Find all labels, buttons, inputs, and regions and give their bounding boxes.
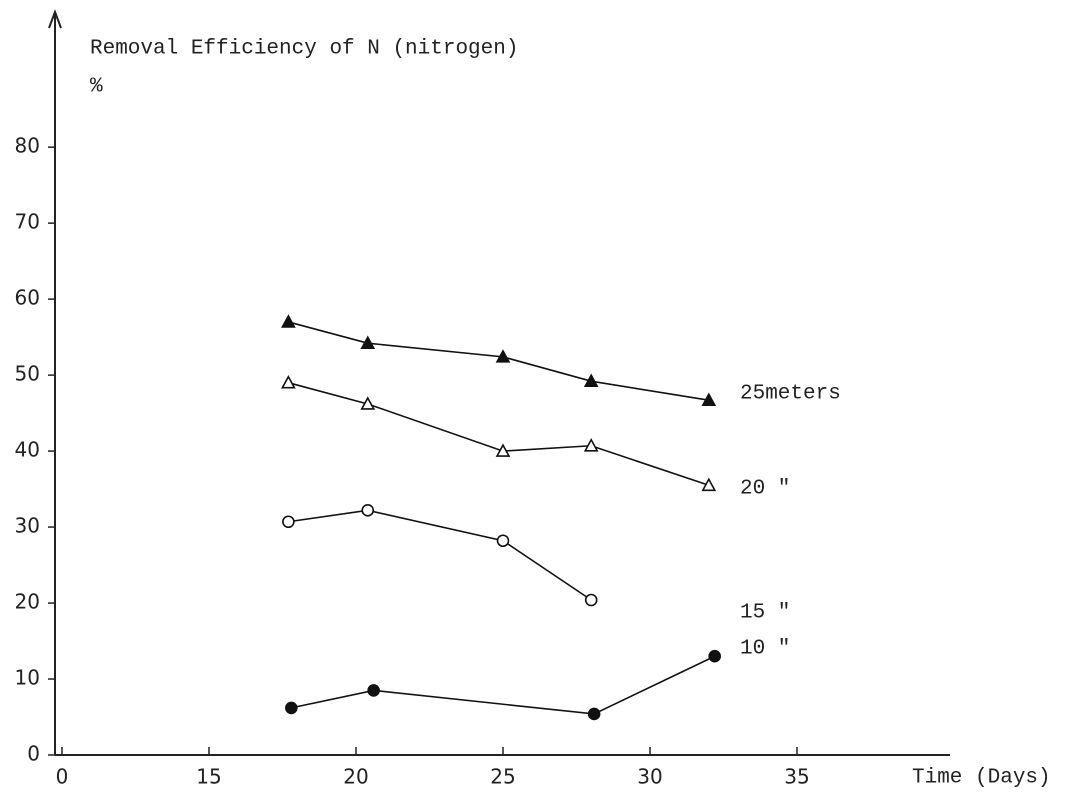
marker — [282, 515, 295, 529]
marker — [701, 392, 717, 406]
legend-label: 25meters — [740, 383, 841, 406]
y-tick-label: 20 — [15, 590, 40, 614]
marker — [583, 438, 599, 452]
y-axis-label: % — [90, 76, 103, 99]
y-axis-arrow — [48, 9, 62, 29]
y-tick-label: 60 — [15, 286, 40, 310]
y-tick-label: 80 — [15, 134, 40, 158]
y-tick-label: 70 — [15, 210, 40, 234]
series-line — [291, 655, 716, 715]
marker — [360, 335, 376, 349]
y-tick-label: 40 — [15, 438, 40, 462]
y-tick-label: 50 — [15, 362, 40, 386]
legend-label: 15 " — [740, 602, 790, 625]
marker — [496, 534, 510, 548]
legend-label: 20 " — [740, 478, 790, 501]
marker — [584, 593, 598, 607]
marker — [285, 701, 298, 715]
marker — [361, 504, 375, 517]
marker — [367, 684, 380, 697]
x-tick-label: 30 — [637, 765, 662, 789]
marker — [281, 314, 296, 328]
y-tick-label: 30 — [15, 514, 40, 538]
chart-title: Removal Efficiency of N (nitrogen) — [90, 38, 518, 61]
y-tick-label: 10 — [15, 666, 40, 690]
x-tick-label: 20 — [343, 765, 368, 789]
marker — [587, 707, 601, 721]
x-tick-label: 0 — [56, 765, 69, 789]
series-line — [288, 509, 592, 601]
marker — [495, 443, 511, 457]
y-tick-label: 0 — [27, 742, 40, 766]
marker — [708, 649, 721, 663]
x-tick-label: 25 — [490, 765, 515, 789]
marker — [495, 349, 511, 363]
series-line — [288, 381, 710, 487]
marker — [281, 375, 296, 389]
marker — [701, 477, 717, 492]
x-tick-label: 15 — [196, 765, 221, 789]
marker — [360, 396, 376, 410]
legend-label: 10 " — [740, 638, 790, 661]
marker — [583, 373, 599, 387]
x-tick-label: 35 — [784, 765, 809, 789]
x-axis-label: Time (Days) — [912, 767, 1051, 790]
